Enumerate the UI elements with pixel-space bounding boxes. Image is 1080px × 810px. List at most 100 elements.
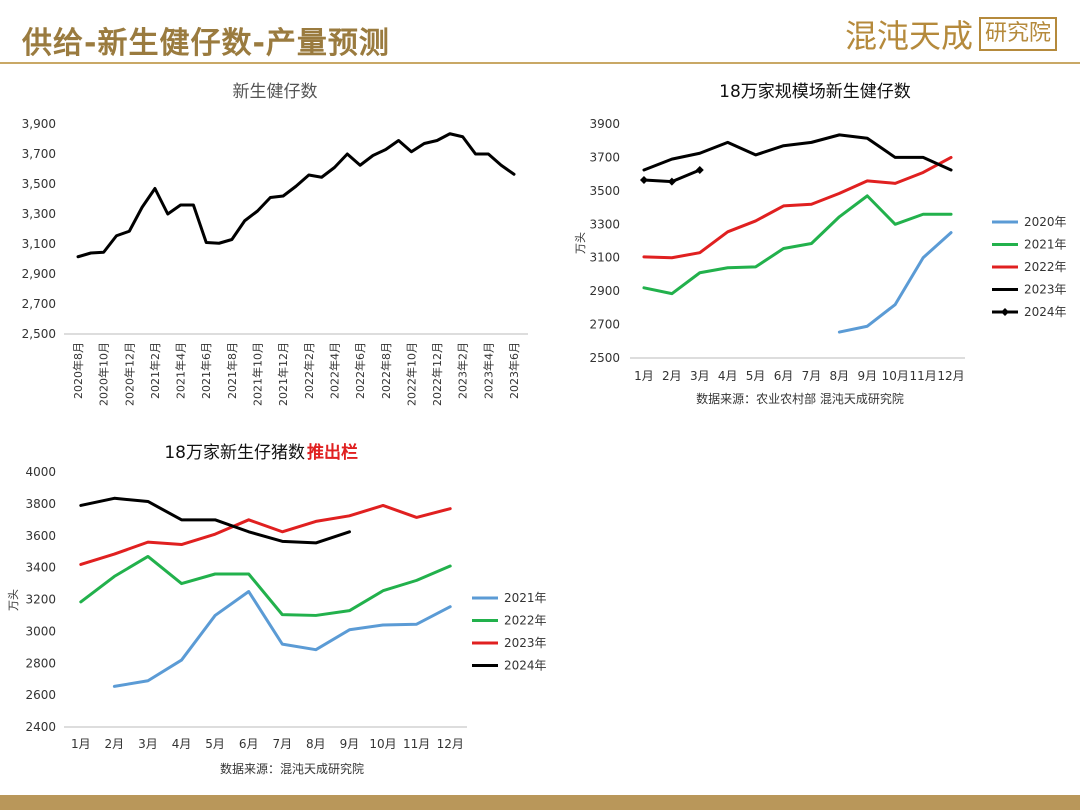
legend-label: 2023年 xyxy=(504,636,547,650)
chart2-title: 18万家规模场新生健仔数 xyxy=(719,82,911,102)
legend-marker xyxy=(1001,308,1009,316)
ytick-label: 2,700 xyxy=(22,297,56,311)
xtick-label: 2022年4月 xyxy=(327,342,341,399)
xtick-label: 1月 xyxy=(71,737,91,751)
xtick-label: 4月 xyxy=(172,737,192,751)
logo-script-text: 混沌天成 xyxy=(845,17,974,55)
legend-label: 2024年 xyxy=(1024,305,1067,319)
xtick-label: 1月 xyxy=(634,369,654,383)
chart-scale-farms: 18万家规模场新生健仔数 万头 数据来源：农业农村部 混沌天成研究院 2500 2… xyxy=(574,82,1067,406)
ytick-label: 4000 xyxy=(25,465,56,479)
xtick-label: 2020年10月 xyxy=(97,342,111,406)
ytick-label: 2400 xyxy=(25,720,56,734)
chart2-source: 数据来源：农业农村部 混沌天成研究院 xyxy=(696,391,904,406)
ytick-label: 3000 xyxy=(25,624,56,638)
ytick-label: 2500 xyxy=(589,351,620,365)
xtick-label: 8月 xyxy=(306,737,326,751)
xtick-label: 2022年2月 xyxy=(302,342,316,399)
legend-label: 2022年 xyxy=(504,614,547,628)
series-line-2021年 xyxy=(112,590,452,688)
xtick-label: 2021年6月 xyxy=(199,342,213,399)
data-point-marker xyxy=(695,165,704,174)
ytick-label: 2600 xyxy=(25,688,56,702)
series-line-2022年 xyxy=(642,155,953,260)
xtick-label: 7月 xyxy=(272,737,292,751)
ytick-label: 3,500 xyxy=(22,177,56,191)
xtick-label: 2022年12月 xyxy=(430,342,444,406)
ytick-label: 3700 xyxy=(589,150,620,164)
xtick-label: 3月 xyxy=(690,369,710,383)
xtick-label: 6月 xyxy=(774,369,794,383)
footer-bar xyxy=(0,795,1080,810)
ytick-label: 3100 xyxy=(589,251,620,265)
xtick-label: 2020年8月 xyxy=(71,342,85,399)
series-line-2021年 xyxy=(642,194,953,296)
chart1-title: 新生健仔数 xyxy=(233,82,318,102)
xtick-label: 10月 xyxy=(882,369,909,383)
xtick-label: 11月 xyxy=(909,369,936,383)
ytick-label: 3200 xyxy=(25,593,56,607)
legend-label: 2022年 xyxy=(1024,260,1067,274)
xtick-label: 4月 xyxy=(718,369,738,383)
xtick-label: 12月 xyxy=(937,369,964,383)
series-line-2023年 xyxy=(642,133,953,172)
xtick-label: 10月 xyxy=(369,737,396,751)
legend-label: 2021年 xyxy=(1024,238,1067,252)
xtick-label: 2021年4月 xyxy=(174,342,188,399)
ytick-label: 3,900 xyxy=(22,117,56,131)
xtick-label: 2021年10月 xyxy=(251,342,265,406)
xtick-label: 9月 xyxy=(857,369,877,383)
series-line-2020年 xyxy=(837,231,953,334)
chart3-title-main: 18万家新生仔猪数 xyxy=(164,443,305,463)
xtick-label: 2020年12月 xyxy=(122,342,136,406)
ytick-label: 3,300 xyxy=(22,207,56,221)
legend-label: 2021年 xyxy=(504,591,547,605)
xtick-label: 2023年2月 xyxy=(456,342,470,399)
series-line-2022年 xyxy=(79,554,452,617)
chart3-ylabel: 万头 xyxy=(7,589,20,611)
xtick-label: 2021年12月 xyxy=(276,342,290,406)
chart-piglets-to-slaughter: 18万家新生仔猪数 推出栏 万头 数据来源：混沌天成研究院 2400 2600 28… xyxy=(7,442,547,776)
page-title: 供给-新生健仔数-产量预测 xyxy=(22,26,390,61)
legend-label: 2024年 xyxy=(504,659,547,673)
ytick-label: 3,700 xyxy=(22,147,56,161)
ytick-label: 3600 xyxy=(25,529,56,543)
legend-label: 2020年 xyxy=(1024,215,1067,229)
chart2-ylabel: 万头 xyxy=(574,232,587,254)
xtick-label: 12月 xyxy=(437,737,464,751)
ytick-label: 2,500 xyxy=(22,327,56,341)
ytick-label: 2800 xyxy=(25,656,56,670)
brand-logo: 混沌天成 研究院 xyxy=(845,14,1058,55)
ytick-label: 2900 xyxy=(589,284,620,298)
series-line xyxy=(76,132,516,259)
chart3-title-red: 推出栏 xyxy=(307,442,358,463)
xtick-label: 2022年6月 xyxy=(353,342,367,399)
xtick-label: 7月 xyxy=(802,369,822,383)
data-point-marker xyxy=(639,175,648,184)
xtick-label: 11月 xyxy=(403,737,430,751)
xtick-label: 9月 xyxy=(340,737,360,751)
data-point-marker xyxy=(667,177,676,186)
ytick-label: 3900 xyxy=(589,117,620,131)
ytick-label: 2700 xyxy=(589,318,620,332)
ytick-label: 3500 xyxy=(589,184,620,198)
xtick-label: 2023年6月 xyxy=(507,342,521,399)
xtick-label: 2022年10月 xyxy=(404,342,418,406)
chart-newborn-piglets: 新生健仔数 2,500 2,700 2,900 3,100 3,300 3,500 3,70… xyxy=(22,82,528,406)
xtick-label: 5月 xyxy=(205,737,225,751)
ytick-label: 3800 xyxy=(25,497,56,511)
series-line-2024年 xyxy=(79,496,351,545)
chart3-source: 数据来源：混沌天成研究院 xyxy=(220,761,364,776)
title-divider xyxy=(0,62,1080,64)
logo-box-text: 研究院 xyxy=(979,17,1058,51)
ytick-label: 3300 xyxy=(589,217,620,231)
series-line-2023年 xyxy=(79,503,452,566)
xtick-label: 2月 xyxy=(105,737,125,751)
ytick-label: 2,900 xyxy=(22,267,56,281)
ytick-label: 3400 xyxy=(25,561,56,575)
xtick-label: 2023年4月 xyxy=(481,342,495,399)
xtick-label: 6月 xyxy=(239,737,259,751)
ytick-label: 3,100 xyxy=(22,237,56,251)
xtick-label: 2021年2月 xyxy=(148,342,162,399)
xtick-label: 3月 xyxy=(138,737,158,751)
